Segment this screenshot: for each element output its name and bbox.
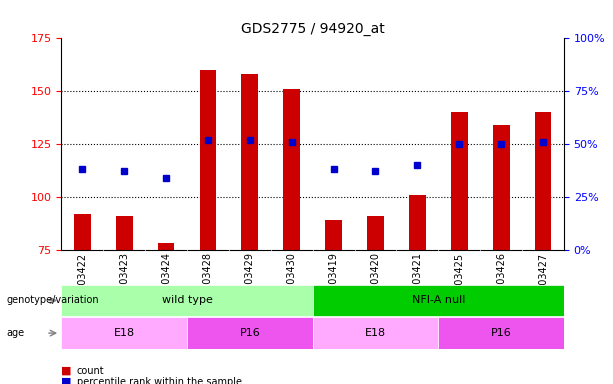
Bar	[242, 74, 258, 250]
Bar	[74, 214, 91, 250]
FancyBboxPatch shape	[61, 285, 313, 316]
Bar	[451, 112, 468, 250]
Text: E18: E18	[113, 328, 135, 338]
Title: GDS2775 / 94920_at: GDS2775 / 94920_at	[241, 22, 384, 36]
Text: count: count	[77, 366, 104, 376]
Bar	[199, 70, 216, 250]
FancyBboxPatch shape	[187, 318, 313, 349]
Text: age: age	[6, 328, 25, 338]
FancyBboxPatch shape	[313, 285, 564, 316]
Text: ■: ■	[61, 377, 72, 384]
FancyBboxPatch shape	[61, 318, 187, 349]
Bar	[325, 220, 342, 250]
Bar	[409, 195, 425, 250]
Text: E18: E18	[365, 328, 386, 338]
Text: genotype/variation: genotype/variation	[6, 295, 99, 306]
Bar	[493, 125, 509, 250]
Bar	[367, 216, 384, 250]
Text: percentile rank within the sample: percentile rank within the sample	[77, 377, 242, 384]
Text: P16: P16	[240, 328, 260, 338]
Text: wild type: wild type	[162, 295, 212, 306]
FancyBboxPatch shape	[313, 318, 438, 349]
Bar	[535, 112, 552, 250]
Bar	[116, 216, 132, 250]
Text: NFI-A null: NFI-A null	[411, 295, 465, 306]
FancyBboxPatch shape	[438, 318, 564, 349]
Bar	[283, 89, 300, 250]
Bar	[158, 243, 175, 250]
Text: ■: ■	[61, 366, 72, 376]
Text: P16: P16	[491, 328, 511, 338]
